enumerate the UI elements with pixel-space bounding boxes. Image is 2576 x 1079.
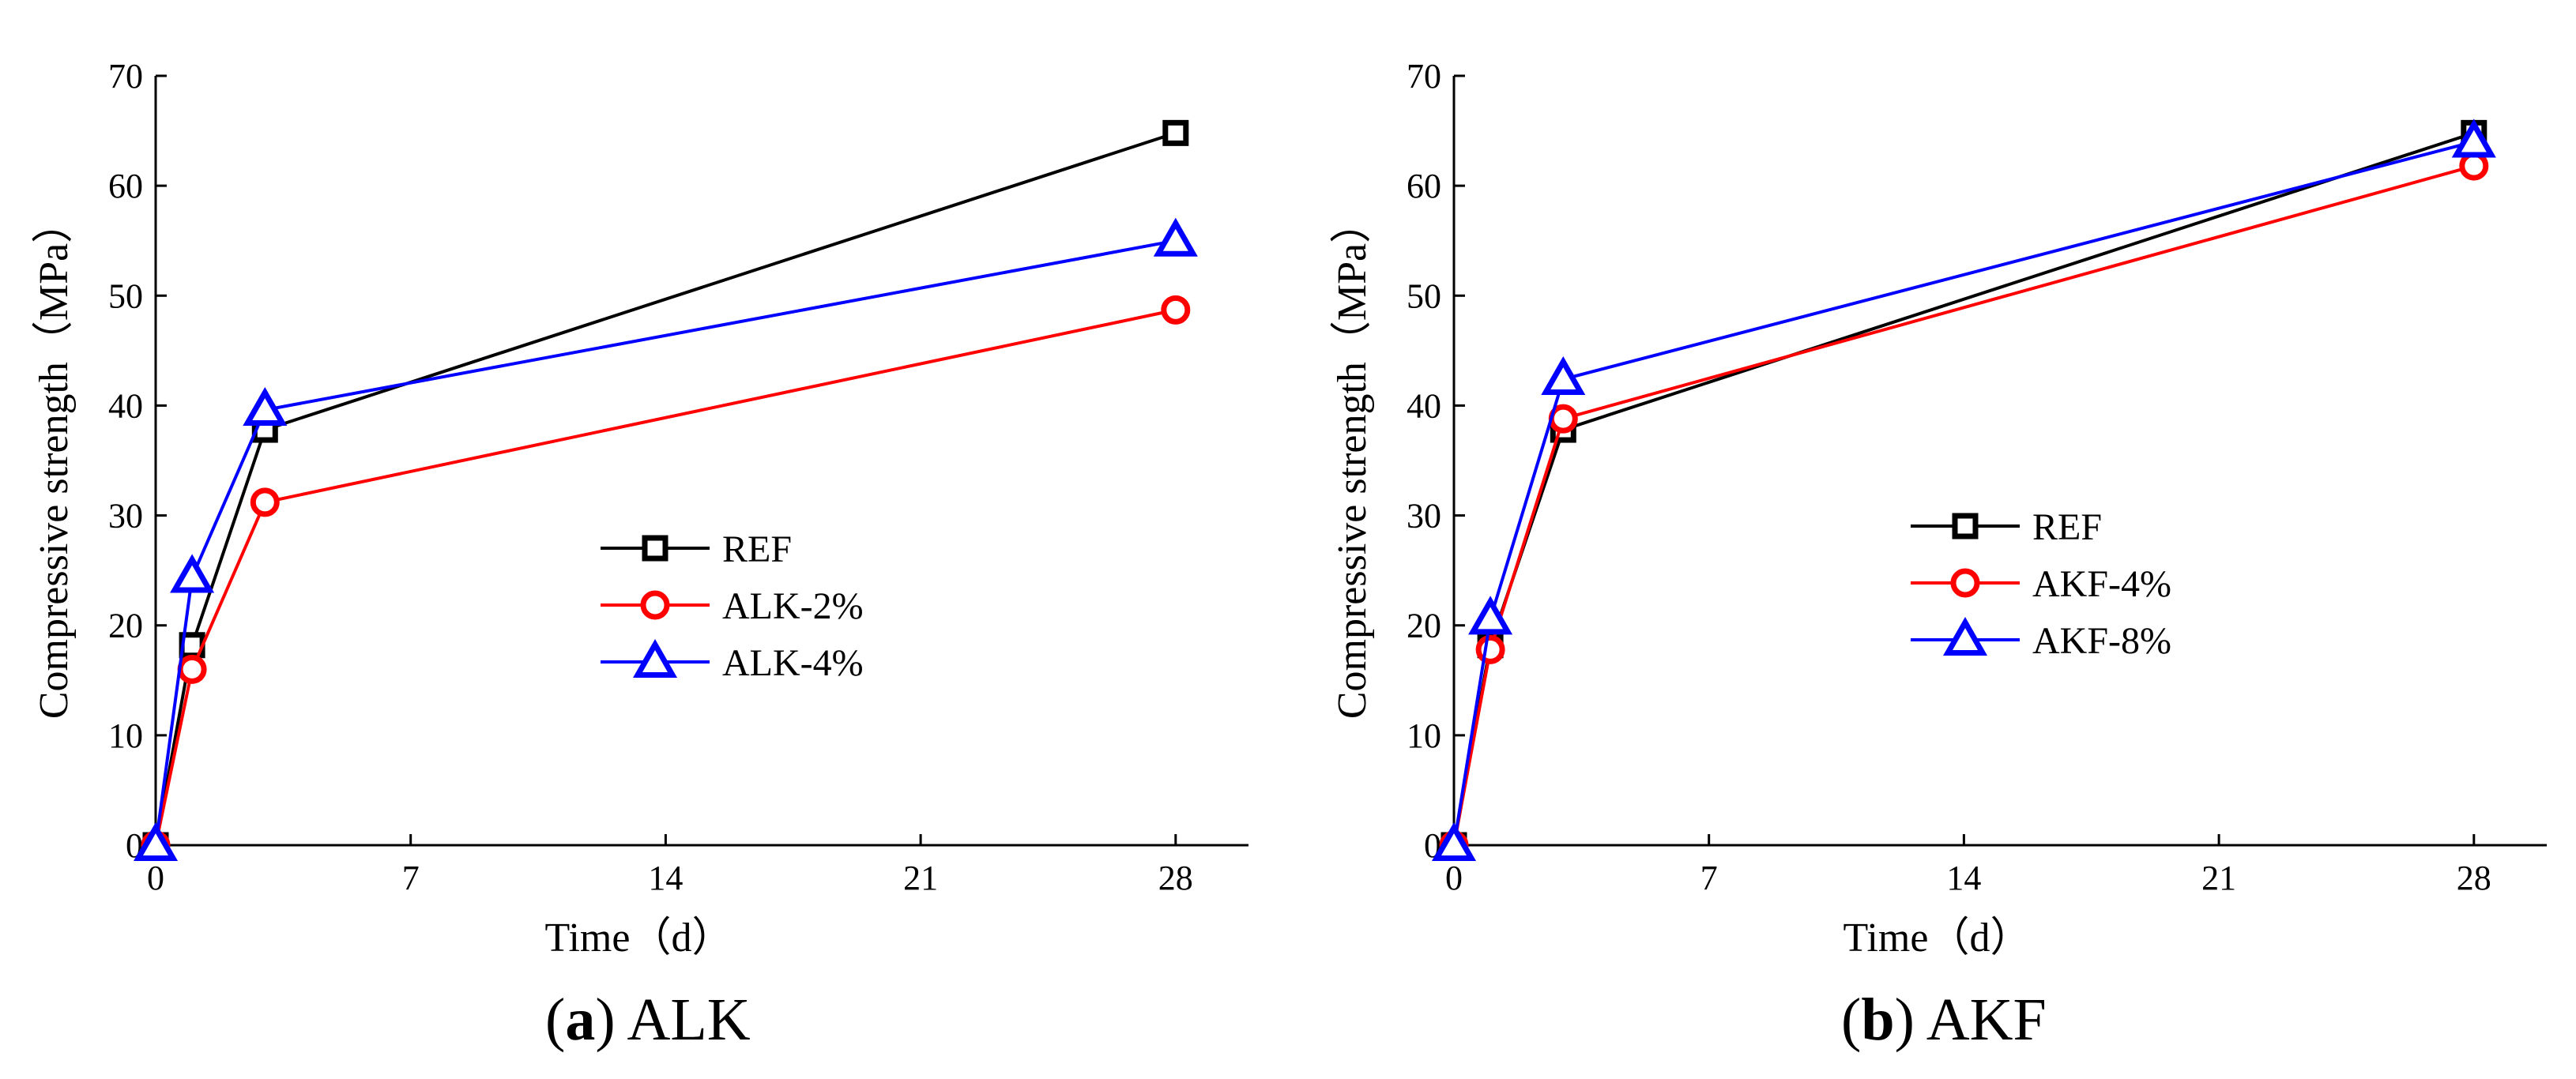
legend-label: ALK-2% [722,585,864,627]
x-tick-label: 28 [1158,859,1193,897]
y-tick-label: 10 [1407,716,1441,755]
legend-label: AKF-4% [2032,563,2171,605]
x-tick-label: 21 [2201,859,2236,897]
y-tick-label: 10 [108,716,143,755]
legend: REF AKF-4% AKF-8% [1911,506,2171,662]
legend-label: REF [722,528,792,570]
caption-paren-close: ) [1895,987,1926,1053]
x-tick-label: 14 [1946,859,1981,897]
data-point [1431,821,1477,861]
data-point [250,487,280,517]
panel-caption: (b) AKF [1841,987,2047,1053]
x-tick-label: 14 [648,859,683,897]
legend-marker [1942,616,1988,656]
y-tick-label: 50 [1407,276,1441,315]
series-line [154,239,1177,846]
caption-title: AKF [1926,987,2047,1053]
legend-marker [640,590,670,620]
series-ref [1441,119,2487,859]
y-tick-label: 70 [1407,57,1441,96]
y-tick-label: 70 [108,57,143,96]
caption-paren-open: ( [545,987,565,1053]
y-tick-label: 30 [1407,497,1441,536]
series-alk-4- [133,217,1198,861]
x-tick-label: 28 [2457,859,2491,897]
data-point [170,554,215,593]
x-tick-label: 21 [903,859,938,897]
x-axis-title: Time（d） [545,915,733,961]
series-alk-2- [141,295,1191,860]
series-akf-4- [1439,151,2489,860]
caption-paren-open: ( [1841,987,1861,1053]
caption-label: a [565,987,595,1053]
series-line [154,308,1177,846]
y-tick-label: 20 [1407,607,1441,645]
legend-label: ALK-4% [722,642,864,684]
x-tick-label: 7 [1700,859,1718,897]
data-point [1162,119,1189,146]
data-point [1475,634,1505,664]
caption-title: ALK [627,987,750,1053]
data-point [243,386,288,426]
y-tick-label: 60 [108,167,143,205]
series-line [1452,164,2475,846]
legend-marker [632,638,678,678]
y-tick-label: 40 [108,386,143,425]
x-tick-label: 0 [147,859,164,897]
series-line [1452,140,2475,846]
y-axis-title: Compressive strength（MPa） [1330,202,1375,719]
x-tick-label: 0 [1445,859,1463,897]
data-point [1468,596,1513,635]
data-point [133,821,179,861]
data-point [2451,118,2496,158]
legend-label: REF [2032,506,2102,548]
legend-marker [642,535,668,562]
data-point [1541,355,1586,396]
data-point [1153,217,1198,257]
y-tick-label: 40 [1407,386,1441,425]
y-tick-label: 60 [1407,167,1441,205]
data-point [1161,295,1191,325]
series-line [154,131,1177,846]
panel-caption: (a) ALK [545,987,751,1053]
legend: REF ALK-2% ALK-4% [601,528,864,684]
data-point [177,654,207,684]
caption-label: b [1861,987,1894,1053]
x-axis-title: Time（d） [1843,915,2032,961]
series-line [1452,131,2475,846]
y-tick-label: 30 [108,497,143,536]
caption-paren-close: ) [595,987,627,1053]
y-axis-title: Compressive strength（MPa） [32,202,77,719]
legend-marker [1952,513,1979,540]
legend-marker [1950,568,1980,598]
data-point [2459,151,2489,181]
y-tick-label: 20 [108,607,143,645]
x-tick-label: 7 [402,859,420,897]
legend-label: AKF-8% [2032,620,2171,662]
series-ref [142,119,1189,859]
series-akf-8- [1431,118,2496,861]
y-tick-label: 50 [108,276,143,315]
